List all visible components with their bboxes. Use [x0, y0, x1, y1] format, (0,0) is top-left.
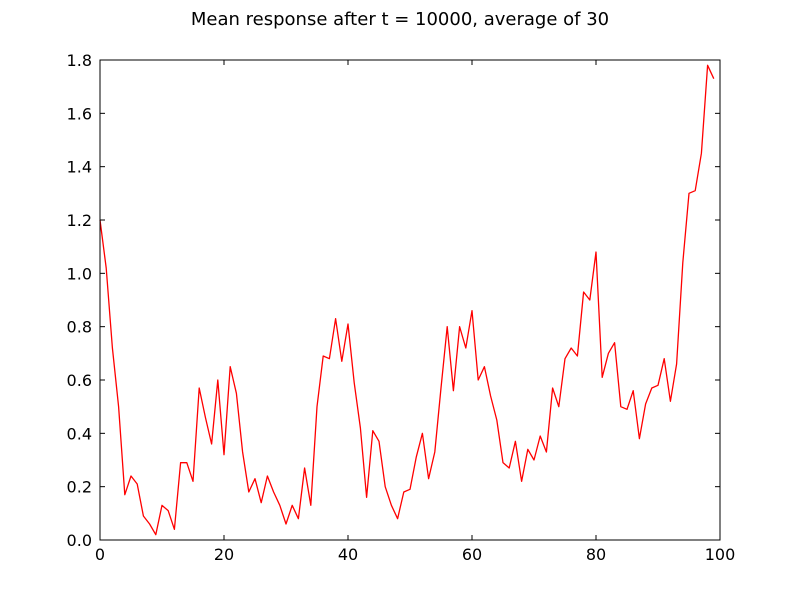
y-tick-label: 1.4	[67, 158, 92, 177]
y-tick-label: 0.8	[67, 318, 92, 337]
x-tick-label: 0	[95, 545, 105, 564]
y-tick-label: 0.0	[67, 531, 92, 550]
plot-area-frame	[99, 59, 721, 541]
y-tick-label: 0.6	[67, 371, 92, 390]
y-tick-label: 0.4	[67, 424, 92, 443]
ticks-layer: 0 20 40 60 80 100 0.0 0.2 0.4 0.6 0.8 1.0 1.2 1.4 1.6 1…	[67, 51, 736, 564]
chart-title: Mean response after t = 10000, average o…	[190, 9, 610, 30]
y-tick-label: 1.2	[67, 211, 92, 230]
y-tick-label: 1.6	[67, 104, 92, 123]
y-tick-label: 1.0	[67, 264, 92, 283]
x-tick-label: 20	[214, 545, 234, 564]
x-tick-label: 80	[586, 545, 606, 564]
series-line	[99, 64, 715, 536]
series-layer	[99, 64, 715, 536]
x-tick-label: 100	[705, 545, 736, 564]
x-tick-label: 60	[462, 545, 482, 564]
y-tick-label: 1.8	[67, 51, 92, 70]
x-tick-label: 40	[338, 545, 358, 564]
y-tick-label: 0.2	[67, 478, 92, 497]
